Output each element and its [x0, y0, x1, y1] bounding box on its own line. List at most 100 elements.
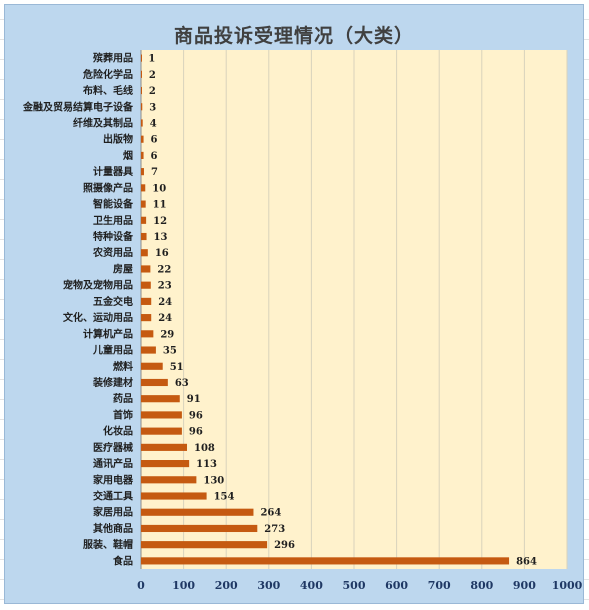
- category-label: 食品: [112, 554, 133, 567]
- category-label: 首饰: [113, 408, 133, 421]
- data-label: 7: [151, 167, 158, 178]
- data-label: 24: [158, 313, 172, 324]
- data-label: 22: [157, 264, 171, 275]
- bar[interactable]: [141, 119, 143, 127]
- category-label: 交通工具: [93, 490, 133, 503]
- category-label: 药品: [113, 392, 133, 405]
- category-label: 金融及贸易结算电子设备: [22, 100, 134, 113]
- bar[interactable]: [141, 216, 147, 224]
- category-label: 房屋: [113, 262, 133, 275]
- data-label: 91: [187, 394, 201, 405]
- bar[interactable]: [141, 265, 151, 273]
- bar[interactable]: [141, 70, 142, 78]
- category-label: 宠物及宠物用品: [63, 279, 133, 292]
- data-label: 12: [153, 216, 167, 227]
- bar[interactable]: [141, 524, 258, 533]
- category-label: 其他商品: [93, 522, 133, 535]
- data-label: 130: [203, 475, 224, 486]
- data-label: 6: [151, 135, 158, 146]
- data-label: 96: [189, 410, 203, 421]
- data-label: 108: [194, 443, 215, 454]
- bar[interactable]: [141, 476, 197, 484]
- bar[interactable]: [141, 557, 510, 565]
- bar[interactable]: [141, 411, 182, 419]
- category-label: 家用电器: [93, 473, 134, 486]
- category-label: 卫生用品: [93, 214, 133, 227]
- bar[interactable]: [141, 184, 146, 192]
- x-tick-label: 0: [137, 579, 145, 592]
- category-label: 服装、鞋帽: [83, 538, 133, 551]
- data-label: 11: [153, 200, 167, 211]
- bar[interactable]: [141, 151, 144, 159]
- bar[interactable]: [141, 103, 143, 111]
- data-label: 113: [196, 459, 217, 470]
- category-label: 医疗器械: [93, 441, 133, 454]
- chart-title: 商品投诉受理情况（大类）: [173, 25, 414, 47]
- data-label: 16: [155, 248, 169, 259]
- category-label: 计量器具: [93, 165, 133, 178]
- data-label: 6: [151, 151, 158, 162]
- bar[interactable]: [141, 395, 180, 403]
- category-label: 燃料: [113, 360, 133, 373]
- bar[interactable]: [141, 378, 168, 387]
- bar[interactable]: [141, 443, 188, 451]
- bar[interactable]: [141, 249, 148, 257]
- bar[interactable]: [141, 492, 207, 500]
- bar[interactable]: [141, 330, 154, 338]
- x-tick-label: 1000: [552, 579, 583, 592]
- bar[interactable]: [141, 168, 144, 176]
- bar[interactable]: [141, 54, 142, 62]
- x-tick-label: 600: [385, 579, 408, 592]
- data-label: 273: [264, 524, 285, 535]
- category-label: 照摄像产品: [83, 181, 133, 194]
- bar[interactable]: [141, 297, 152, 305]
- data-label: 29: [160, 329, 174, 340]
- x-tick-label: 700: [428, 579, 451, 592]
- category-label: 纤维及其制品: [73, 116, 133, 129]
- data-label: 63: [175, 378, 189, 389]
- bar[interactable]: [141, 200, 146, 208]
- data-label: 96: [189, 427, 203, 438]
- bar[interactable]: [141, 135, 144, 143]
- category-label: 装修建材: [92, 376, 133, 389]
- category-label: 五金交电: [93, 295, 133, 308]
- data-label: 3: [149, 102, 156, 113]
- category-label: 智能设备: [93, 198, 134, 211]
- category-label: 计算机产品: [83, 327, 133, 340]
- x-tick-label: 300: [257, 579, 280, 592]
- bar[interactable]: [141, 281, 151, 289]
- x-tick-label: 500: [343, 579, 366, 592]
- category-label: 殡葬用品: [93, 52, 133, 65]
- x-tick-label: 100: [172, 579, 195, 592]
- category-label: 化妆品: [103, 425, 133, 438]
- x-tick-label: 200: [215, 579, 238, 592]
- x-tick-label: 400: [300, 579, 323, 592]
- bar[interactable]: [141, 541, 268, 549]
- data-label: 13: [154, 232, 168, 243]
- category-label: 危险化学品: [83, 68, 133, 81]
- bar[interactable]: [141, 346, 156, 354]
- bar[interactable]: [141, 232, 147, 241]
- x-tick-label: 900: [513, 579, 536, 592]
- data-label: 1: [148, 54, 155, 65]
- data-label: 154: [214, 492, 235, 503]
- bar[interactable]: [141, 362, 163, 370]
- bar[interactable]: [141, 508, 254, 516]
- bar[interactable]: [141, 314, 152, 322]
- data-label: 2: [149, 70, 156, 81]
- category-label: 布料、毛线: [83, 84, 133, 97]
- data-label: 4: [150, 118, 157, 129]
- x-tick-label: 800: [470, 579, 493, 592]
- category-label: 文化、运动用品: [63, 311, 133, 324]
- bar[interactable]: [141, 86, 142, 95]
- data-label: 864: [516, 556, 537, 567]
- category-label: 家居用品: [93, 506, 133, 519]
- bar[interactable]: [141, 460, 190, 468]
- category-label: 农资用品: [92, 246, 133, 259]
- data-label: 24: [158, 297, 172, 308]
- bar[interactable]: [141, 427, 182, 435]
- data-label: 35: [163, 346, 177, 357]
- data-label: 51: [170, 362, 184, 373]
- category-label: 儿童用品: [92, 344, 133, 357]
